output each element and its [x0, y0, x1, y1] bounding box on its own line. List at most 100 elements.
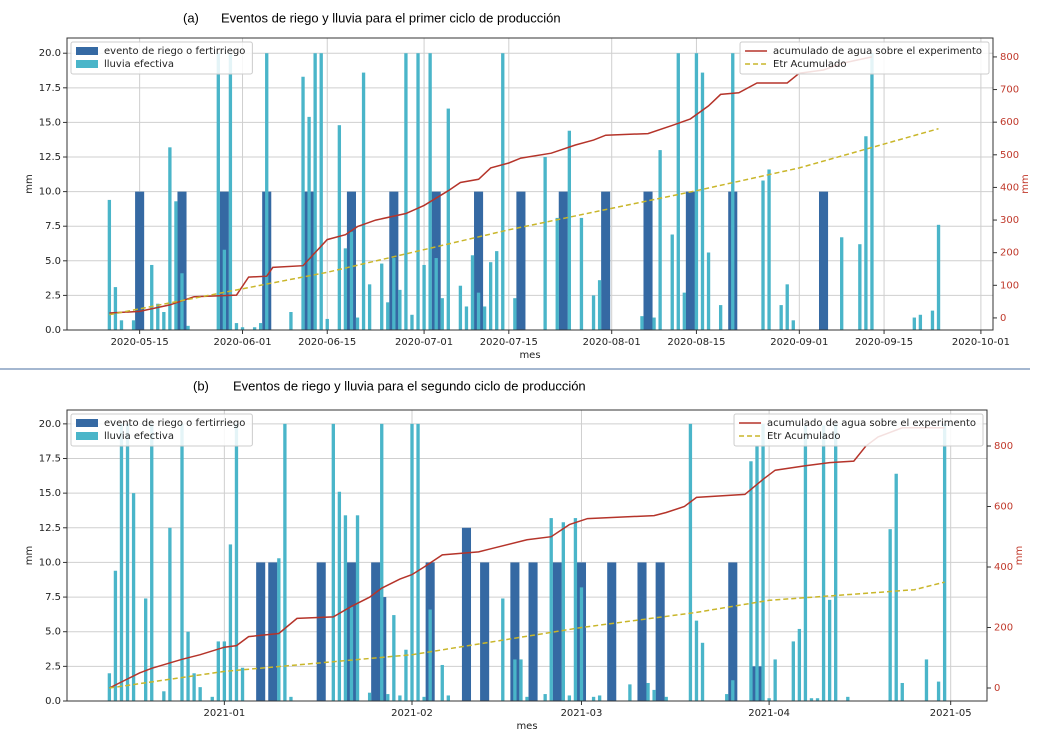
x-axis-label: mes [519, 350, 540, 361]
bar [228, 53, 233, 330]
bar [918, 314, 923, 330]
bar [694, 53, 699, 330]
bar [228, 544, 233, 701]
line [109, 581, 945, 689]
bar [119, 423, 124, 701]
y2-tick-label: 0 [1000, 313, 1006, 324]
x-tick-label: 2020-08-15 [667, 337, 725, 348]
x-tick-label: 2021-01 [203, 708, 245, 719]
bar [930, 310, 935, 330]
bar [416, 53, 420, 330]
bar [380, 263, 384, 330]
bar [367, 692, 372, 701]
bar [888, 529, 892, 701]
bar [597, 280, 602, 330]
bar [501, 598, 505, 701]
legend-swatch [76, 432, 98, 440]
bar [785, 284, 789, 330]
bar [597, 695, 602, 701]
bar [313, 53, 317, 330]
bar [361, 72, 366, 330]
bar [386, 694, 390, 701]
bar [113, 287, 118, 330]
chart-title: Eventos de riego y lluvia para el segund… [233, 378, 586, 393]
line [109, 127, 939, 316]
x-tick-label: 2020-06-01 [213, 337, 271, 348]
bar [834, 423, 838, 701]
bar [392, 615, 396, 701]
bar [131, 493, 136, 701]
bar [186, 325, 190, 330]
bar [252, 327, 257, 330]
bar [422, 696, 426, 701]
bar [482, 306, 487, 330]
y-tick-label: 7.5 [45, 221, 61, 232]
bar [480, 562, 490, 701]
x-tick-label: 2020-10-01 [952, 337, 1010, 348]
bar [192, 673, 196, 701]
plot-frame [66, 409, 988, 702]
bar [256, 562, 266, 701]
y2-tick-label: 400 [1000, 182, 1019, 193]
legend-label: evento de riego o fertirriego [104, 46, 245, 57]
bar [337, 125, 342, 330]
bar [942, 423, 947, 701]
bar [643, 191, 653, 330]
bar [628, 684, 632, 701]
bar [912, 317, 916, 330]
bar [700, 72, 705, 330]
bar [168, 527, 172, 701]
bar [664, 696, 668, 701]
line [109, 427, 945, 689]
bar [259, 323, 263, 330]
bar [797, 628, 802, 701]
legend-label: evento de riego o fertirriego [104, 418, 245, 429]
bar [640, 316, 644, 330]
bar [240, 667, 245, 701]
bar [398, 289, 402, 330]
bar [749, 461, 753, 701]
bar [652, 689, 656, 701]
bar [476, 292, 481, 330]
y-axis-label: mm [24, 546, 35, 565]
bar [301, 76, 305, 331]
bar [761, 180, 765, 330]
y-tick-label: 7.5 [45, 592, 61, 603]
bar [135, 191, 145, 330]
bar [470, 255, 475, 330]
y-tick-label: 20.0 [39, 48, 61, 59]
bar [870, 53, 874, 330]
bar [864, 136, 868, 330]
bar [168, 147, 172, 330]
plot-frame [66, 37, 994, 331]
bar [222, 249, 227, 330]
y2-axis-label: mm [1020, 174, 1031, 193]
bar [561, 522, 565, 701]
bar [216, 53, 220, 330]
bar [725, 694, 729, 701]
legend-swatch [76, 60, 98, 68]
x-tick-label: 2020-07-15 [480, 337, 538, 348]
bar [150, 423, 154, 701]
bar [144, 598, 148, 701]
line [109, 56, 873, 314]
legend-label: acumulado de agua sobre el experimento [767, 418, 976, 429]
bar [846, 696, 850, 701]
bar [936, 681, 941, 701]
bar [234, 323, 239, 330]
bar [567, 130, 572, 330]
bar [731, 53, 735, 330]
y-axis-label: mm [24, 174, 35, 193]
bar [858, 244, 862, 330]
x-tick-label: 2021-03 [561, 708, 603, 719]
y2-tick-label: 100 [1000, 280, 1019, 291]
y2-axis-label: mm [1014, 546, 1025, 565]
bar [513, 659, 517, 701]
bar [676, 53, 680, 330]
x-tick-label: 2020-08-01 [583, 337, 641, 348]
bar [371, 562, 381, 701]
bar [355, 515, 360, 701]
bar [422, 264, 426, 330]
bar [501, 53, 505, 330]
panel-label: (a) [183, 10, 199, 25]
